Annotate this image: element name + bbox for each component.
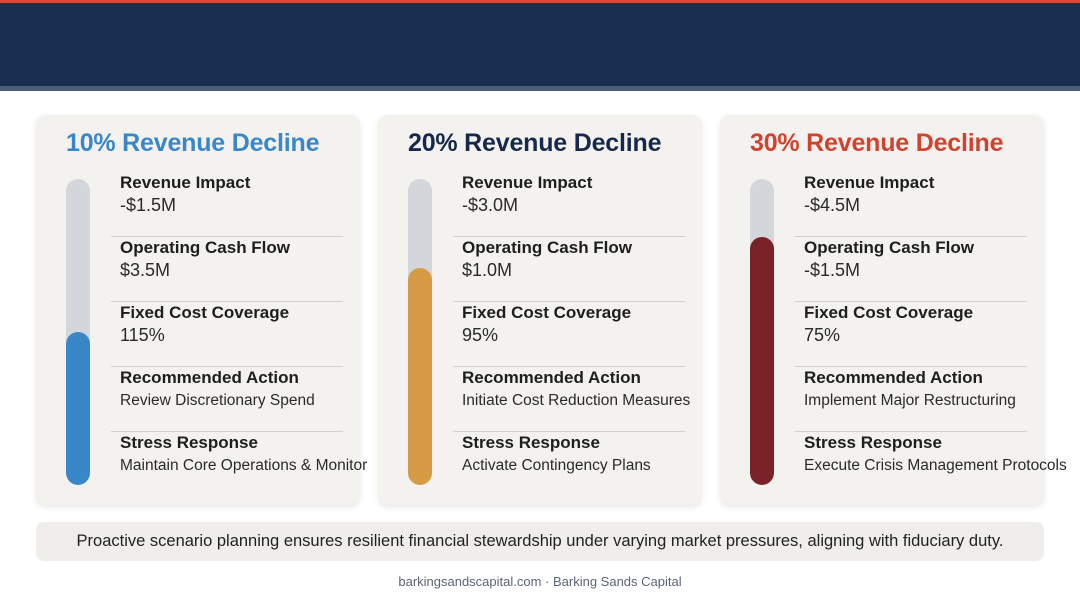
stress-gauge-fill bbox=[408, 267, 432, 485]
summary-statement: Proactive scenario planning ensures resi… bbox=[36, 522, 1044, 561]
footer-credit: barkingsandscapital.com · Barking Sands … bbox=[398, 574, 682, 589]
metric-stress-response: Stress Response Maintain Core Operations… bbox=[111, 431, 367, 496]
metric-label: Revenue Impact bbox=[804, 173, 935, 192]
scenario-title: 20% Revenue Decline bbox=[408, 129, 662, 157]
scenario-title: 10% Revenue Decline bbox=[66, 129, 320, 157]
metric-label: Revenue Impact bbox=[462, 173, 593, 192]
metric-recommended-action: Recommended Action Initiate Cost Reducti… bbox=[453, 366, 690, 432]
metric-value: 95% bbox=[462, 325, 499, 345]
metric-label: Operating Cash Flow bbox=[804, 238, 975, 257]
metric-value: Activate Contingency Plans bbox=[462, 457, 651, 474]
scenario-card-10: 10% Revenue Decline Revenue Impact -$1.5… bbox=[36, 115, 367, 505]
metric-value: $1.0M bbox=[462, 260, 513, 280]
metric-value: $3.5M bbox=[120, 260, 171, 280]
metric-label: Stress Response bbox=[120, 433, 258, 452]
header-band bbox=[0, 3, 1080, 86]
accent-stripe bbox=[0, 0, 1080, 3]
metric-fixed-cost-coverage: Fixed Cost Coverage 95% bbox=[453, 301, 685, 367]
metric-stress-response: Stress Response Execute Crisis Managemen… bbox=[795, 431, 1067, 496]
metric-value: Maintain Core Operations & Monitor bbox=[120, 457, 368, 474]
metric-value: Initiate Cost Reduction Measures bbox=[462, 392, 691, 409]
metric-label: Operating Cash Flow bbox=[120, 238, 291, 257]
metric-revenue-impact: Revenue Impact -$3.0M bbox=[453, 171, 685, 237]
stress-gauge-fill bbox=[66, 332, 90, 485]
metric-recommended-action: Recommended Action Review Discretionary … bbox=[111, 366, 343, 432]
metric-label: Recommended Action bbox=[804, 368, 983, 387]
scenario-card-20: 20% Revenue Decline Revenue Impact -$3.0… bbox=[378, 115, 702, 505]
metric-revenue-impact: Revenue Impact -$1.5M bbox=[111, 171, 343, 237]
scenario-card-30: 30% Revenue Decline Revenue Impact -$4.5… bbox=[720, 115, 1067, 505]
metric-value: 75% bbox=[804, 325, 841, 345]
header-divider bbox=[0, 86, 1080, 91]
metric-label: Recommended Action bbox=[120, 368, 299, 387]
metric-value: -$4.5M bbox=[804, 195, 861, 215]
scenario-title: 30% Revenue Decline bbox=[750, 129, 1004, 157]
stress-gauge bbox=[750, 179, 774, 485]
metric-value: Execute Crisis Management Protocols bbox=[804, 457, 1067, 474]
metric-value: 115% bbox=[120, 325, 165, 345]
metric-value: -$3.0M bbox=[462, 195, 519, 215]
metric-label: Fixed Cost Coverage bbox=[462, 303, 632, 322]
metric-label: Fixed Cost Coverage bbox=[804, 303, 974, 322]
metric-label: Stress Response bbox=[804, 433, 942, 452]
metric-operating-cash-flow: Operating Cash Flow $1.0M bbox=[453, 236, 685, 302]
stress-gauge bbox=[408, 179, 432, 485]
stress-gauge bbox=[66, 179, 90, 485]
metric-fixed-cost-coverage: Fixed Cost Coverage 115% bbox=[111, 301, 343, 367]
metric-operating-cash-flow: Operating Cash Flow -$1.5M bbox=[795, 236, 1027, 302]
metric-value: -$1.5M bbox=[804, 260, 861, 280]
metric-label: Operating Cash Flow bbox=[462, 238, 633, 257]
metric-fixed-cost-coverage: Fixed Cost Coverage 75% bbox=[795, 301, 1027, 367]
metric-label: Revenue Impact bbox=[120, 173, 251, 192]
metric-value: Implement Major Restructuring bbox=[804, 392, 1016, 409]
metric-label: Fixed Cost Coverage bbox=[120, 303, 290, 322]
metric-recommended-action: Recommended Action Implement Major Restr… bbox=[795, 366, 1027, 432]
stress-gauge-fill bbox=[750, 237, 774, 485]
metric-stress-response: Stress Response Activate Contingency Pla… bbox=[453, 431, 685, 496]
metric-label: Recommended Action bbox=[462, 368, 641, 387]
metric-operating-cash-flow: Operating Cash Flow $3.5M bbox=[111, 236, 343, 302]
metric-value: -$1.5M bbox=[120, 195, 177, 215]
metric-value: Review Discretionary Spend bbox=[120, 392, 315, 409]
metric-label: Stress Response bbox=[462, 433, 600, 452]
metric-revenue-impact: Revenue Impact -$4.5M bbox=[795, 171, 1027, 237]
